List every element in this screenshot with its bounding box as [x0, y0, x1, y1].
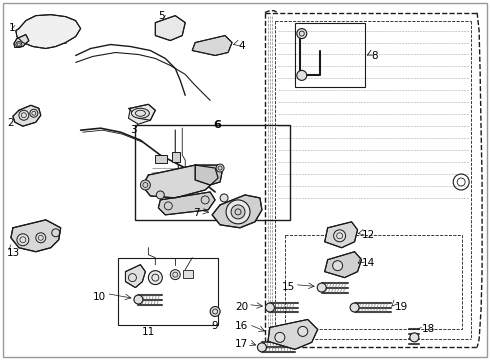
Text: 14: 14: [362, 258, 375, 268]
Circle shape: [297, 71, 307, 80]
Bar: [285, 235, 462, 329]
Polygon shape: [128, 104, 155, 124]
Text: 20: 20: [235, 302, 248, 311]
Polygon shape: [195, 165, 222, 185]
Text: 2: 2: [7, 118, 14, 128]
Text: 3: 3: [130, 125, 137, 135]
Circle shape: [210, 306, 220, 316]
Circle shape: [266, 303, 274, 312]
Text: 4: 4: [238, 41, 245, 50]
Polygon shape: [155, 15, 185, 41]
Circle shape: [231, 205, 245, 219]
Text: 1: 1: [9, 23, 16, 33]
Circle shape: [298, 327, 308, 336]
Polygon shape: [325, 252, 362, 278]
Bar: [172, 152, 180, 162]
Circle shape: [171, 270, 180, 280]
Text: 8: 8: [371, 50, 378, 60]
Polygon shape: [192, 36, 232, 55]
Circle shape: [216, 164, 224, 172]
Circle shape: [317, 283, 326, 292]
Text: 16: 16: [235, 321, 248, 332]
Circle shape: [333, 261, 343, 271]
Text: 12: 12: [362, 230, 375, 240]
Polygon shape: [11, 220, 61, 252]
Polygon shape: [16, 15, 81, 49]
Circle shape: [297, 28, 307, 39]
Text: 7: 7: [194, 208, 200, 218]
Circle shape: [410, 333, 419, 342]
Text: 6: 6: [213, 120, 221, 130]
Text: 18: 18: [421, 324, 435, 334]
Circle shape: [257, 343, 267, 352]
Polygon shape: [158, 192, 215, 215]
Text: 11: 11: [142, 328, 155, 337]
Circle shape: [226, 200, 250, 224]
Circle shape: [17, 234, 29, 246]
Text: 10: 10: [93, 292, 105, 302]
Circle shape: [148, 271, 162, 285]
Bar: [155, 155, 167, 163]
Polygon shape: [143, 165, 218, 198]
Polygon shape: [212, 195, 262, 228]
Text: 9: 9: [212, 321, 219, 332]
Polygon shape: [268, 319, 318, 349]
Text: 17: 17: [235, 339, 248, 350]
Text: 15: 15: [282, 282, 295, 292]
Polygon shape: [14, 35, 29, 48]
Ellipse shape: [131, 108, 149, 118]
Circle shape: [156, 191, 164, 199]
Polygon shape: [125, 265, 146, 288]
Bar: [183, 270, 193, 278]
Circle shape: [220, 194, 228, 202]
Text: 19: 19: [394, 302, 408, 311]
Bar: [295, 23, 365, 87]
Text: 13: 13: [7, 248, 20, 258]
Circle shape: [350, 303, 359, 312]
Polygon shape: [325, 222, 358, 248]
Circle shape: [141, 180, 150, 190]
Circle shape: [36, 233, 46, 243]
Bar: [119, 258, 218, 325]
Circle shape: [334, 230, 345, 242]
Circle shape: [275, 332, 285, 342]
Polygon shape: [13, 105, 41, 126]
Circle shape: [134, 295, 143, 304]
Text: 5: 5: [158, 11, 165, 21]
Bar: [135, 125, 290, 220]
